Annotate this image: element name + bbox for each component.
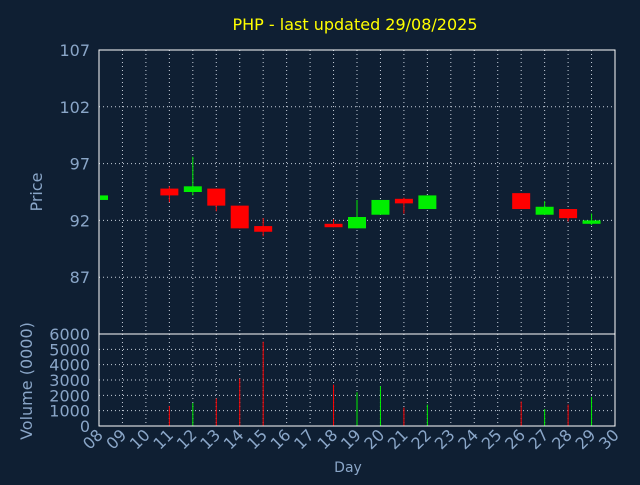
candle-body — [348, 216, 366, 229]
volume-bars — [168, 341, 593, 426]
price-tick-label: 102 — [59, 98, 90, 117]
price-tick-label: 87 — [70, 268, 90, 287]
volume-tick-label: 0 — [80, 417, 90, 436]
candlesticks — [98, 156, 601, 237]
candle-body — [230, 205, 249, 229]
candle-body — [535, 206, 554, 215]
candle-body — [559, 209, 578, 219]
candle-body — [418, 195, 437, 210]
candle-body — [160, 188, 179, 196]
price-tick-label: 97 — [70, 155, 90, 174]
price-tick-label: 107 — [59, 41, 90, 60]
x-axis-label: Day — [334, 460, 362, 476]
candle-body — [512, 193, 531, 210]
x-tick-label: 30 — [595, 425, 623, 453]
volume-tick-label: 6000 — [49, 325, 90, 344]
candle-body — [582, 220, 601, 224]
volume-tick-label: 4000 — [49, 356, 90, 375]
x-tick-labels: 0809101112131415161718192021222324252627… — [79, 425, 623, 453]
price-axis-label: Price — [27, 172, 46, 211]
candle-body — [324, 223, 343, 228]
price-gridlines — [98, 49, 616, 334]
volume-axis-label: Volume (0000) — [17, 322, 36, 440]
volume-tick-label: 1000 — [49, 402, 90, 421]
candle-body — [183, 186, 202, 192]
chart-title: PHP - last updated 29/08/2025 — [232, 15, 477, 34]
price-tick-labels: 87 92 97 102 107 — [59, 41, 90, 287]
volume-panel-frame — [98, 333, 616, 427]
volume-tick-label: 5000 — [49, 340, 90, 359]
candle-body — [371, 199, 390, 215]
candle-body — [207, 188, 226, 206]
candle-body — [100, 195, 108, 200]
price-tick-label: 92 — [70, 211, 90, 230]
volume-tick-label: 3000 — [49, 371, 90, 390]
candle-body — [394, 198, 413, 204]
volume-tick-label: 2000 — [49, 386, 90, 405]
candle-body — [254, 226, 273, 232]
